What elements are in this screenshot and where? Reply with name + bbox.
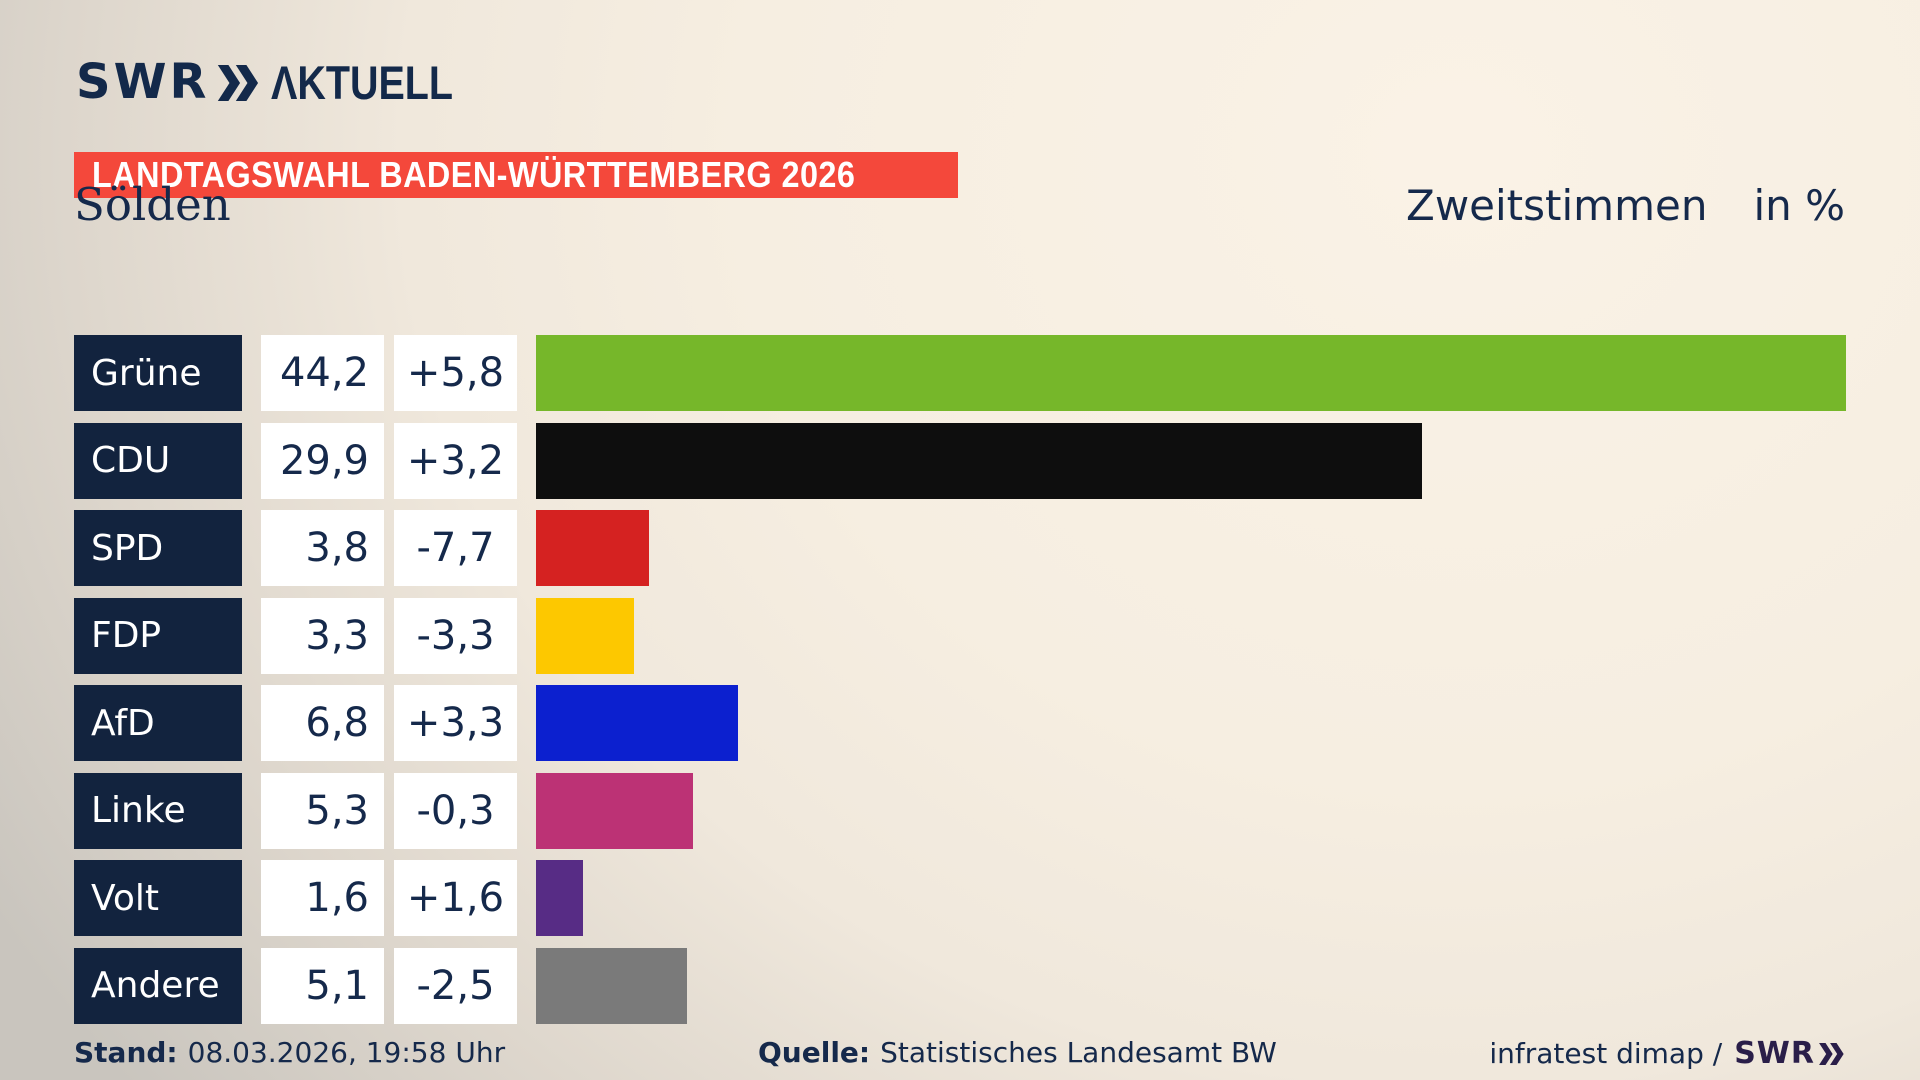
party-row: AfD 6,8 +3,3	[74, 685, 1846, 761]
party-bar	[536, 772, 694, 849]
bar-track	[536, 510, 1846, 586]
credit-swr-logo: SWR	[1734, 1036, 1815, 1071]
credit-agency: infratest dimap /	[1489, 1037, 1723, 1070]
party-row: FDP 3,3 -3,3	[74, 597, 1846, 674]
party-value-box: 29,9	[261, 422, 384, 499]
party-diff-box: +5,8	[394, 335, 517, 411]
party-value-box: 5,1	[261, 947, 384, 1024]
stand-label: Stand:	[74, 1036, 178, 1069]
election-title-text: LANDTAGSWAHL BADEN-WÜRTTEMBERG 2026	[92, 154, 856, 195]
party-diff-box: -0,3	[394, 772, 517, 849]
source-label: Quelle:	[758, 1036, 871, 1069]
party-diff-box: +3,3	[394, 685, 517, 761]
party-value-box: 1,6	[261, 860, 384, 936]
bar-track	[536, 597, 1846, 674]
results-bar-chart: Grüne 44,2 +5,8 CDU 29,9 +3,2 SPD 3,8 -7…	[74, 335, 1846, 1024]
party-value-box: 3,3	[261, 597, 384, 674]
party-diff-box: +3,2	[394, 422, 517, 499]
party-row: Grüne 44,2 +5,8	[74, 335, 1846, 411]
party-name-box: CDU	[74, 422, 242, 499]
bar-track	[536, 685, 1846, 761]
footer: Stand: 08.03.2026, 19:58 Uhr Quelle: Stati…	[74, 1036, 1845, 1072]
measure-title: Zweitstimmen in %	[1406, 185, 1845, 227]
swr-aktuell-logo: SWR ΛKTUELL	[76, 58, 488, 106]
party-name-box: Grüne	[74, 335, 242, 411]
party-bar	[536, 685, 738, 761]
source-value: Statistisches Landesamt BW	[880, 1036, 1277, 1069]
party-diff-box: -2,5	[394, 947, 517, 1024]
region-title: Sölden	[74, 178, 231, 231]
source-text: Quelle: Statistisches Landesamt BW	[758, 1036, 1277, 1069]
election-title-badge: LANDTAGSWAHL BADEN-WÜRTTEMBERG 2026	[74, 152, 959, 198]
bar-track	[536, 335, 1846, 411]
credit-double-chevron-icon	[1819, 1042, 1844, 1065]
party-bar	[536, 947, 688, 1024]
party-name-box: SPD	[74, 510, 242, 586]
party-diff-box: +1,6	[394, 860, 517, 936]
party-name-box: FDP	[74, 597, 242, 674]
bar-track	[536, 860, 1846, 936]
bar-track	[536, 947, 1846, 1024]
party-name-box: Volt	[74, 860, 242, 936]
party-name-box: AfD	[74, 685, 242, 761]
stand-value: 08.03.2026, 19:58 Uhr	[187, 1036, 506, 1069]
measure-label: Zweitstimmen	[1406, 181, 1708, 230]
swr-logo-text: SWR	[76, 54, 210, 110]
party-value-box: 6,8	[261, 685, 384, 761]
party-name-box: Linke	[74, 772, 242, 849]
unit-label: in %	[1753, 181, 1845, 230]
party-bar	[536, 510, 649, 586]
party-value-box: 5,3	[261, 772, 384, 849]
aktuell-logo-text: ΛKTUELL	[271, 55, 454, 109]
party-row: CDU 29,9 +3,2	[74, 422, 1846, 499]
party-bar	[536, 597, 634, 674]
party-diff-box: -3,3	[394, 597, 517, 674]
credit-text: infratest dimap / SWR	[1489, 1036, 1845, 1071]
stand-text: Stand: 08.03.2026, 19:58 Uhr	[74, 1036, 505, 1069]
party-name-box: Andere	[74, 947, 242, 1024]
party-row: Linke 5,3 -0,3	[74, 772, 1846, 849]
party-value-box: 44,2	[261, 335, 384, 411]
party-diff-box: -7,7	[394, 510, 517, 586]
party-bar	[536, 422, 1423, 499]
party-bar	[536, 860, 584, 936]
bar-track	[536, 772, 1846, 849]
party-row: Volt 1,6 +1,6	[74, 860, 1846, 936]
party-row: Andere 5,1 -2,5	[74, 947, 1846, 1024]
party-value-box: 3,8	[261, 510, 384, 586]
bar-track	[536, 422, 1846, 499]
double-chevron-icon	[218, 65, 259, 101]
party-bar	[536, 335, 1846, 411]
party-row: SPD 3,8 -7,7	[74, 510, 1846, 586]
